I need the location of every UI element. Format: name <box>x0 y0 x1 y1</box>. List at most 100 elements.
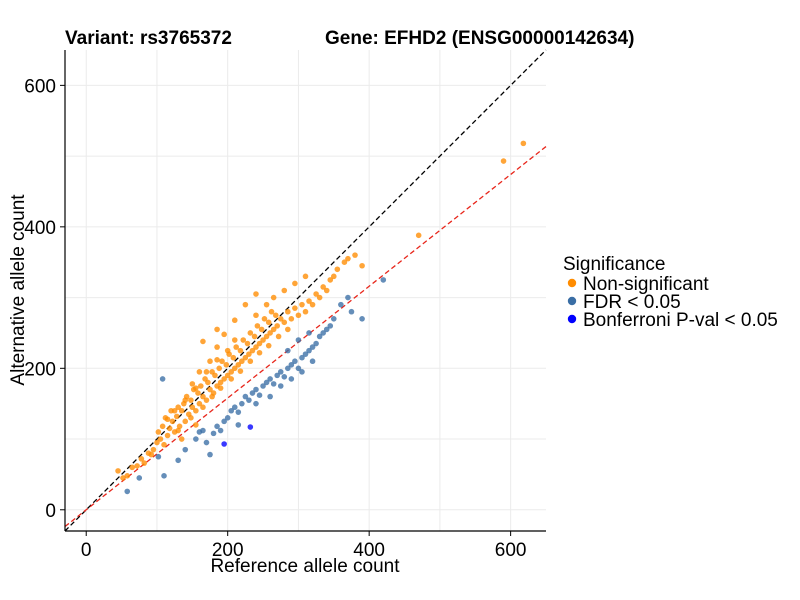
data-point-series-1 <box>182 446 189 453</box>
data-point-series-0 <box>224 372 231 379</box>
data-point-series-0 <box>254 323 261 329</box>
data-point-series-0 <box>195 390 201 396</box>
data-point-series-1 <box>277 383 284 389</box>
data-point-series-1 <box>299 354 305 361</box>
x-tick-label: 0 <box>81 540 92 561</box>
data-point-series-0 <box>253 291 259 297</box>
data-point-series-0 <box>138 456 145 462</box>
data-point-series-1 <box>221 418 227 425</box>
data-point-series-0 <box>251 333 258 340</box>
data-point-series-1 <box>267 376 273 382</box>
data-point-series-0 <box>345 255 351 262</box>
data-point-series-1 <box>253 386 259 393</box>
data-point-series-0 <box>173 413 180 420</box>
data-point-series-0 <box>203 369 210 375</box>
data-point-series-0 <box>270 294 277 301</box>
data-point-series-1 <box>159 376 166 382</box>
data-point-series-0 <box>129 464 135 471</box>
data-point-series-0 <box>205 379 211 386</box>
data-point-series-1 <box>380 277 387 283</box>
y-tick-label: 0 <box>45 501 56 522</box>
data-point-series-0 <box>155 429 162 435</box>
data-point-series-1 <box>285 347 291 354</box>
data-point-series-0 <box>154 439 160 446</box>
data-point-series-1 <box>235 422 242 428</box>
data-point-series-0 <box>182 418 189 425</box>
data-point-series-0 <box>193 407 199 414</box>
data-point-series-0 <box>188 415 194 421</box>
data-point-series-0 <box>214 344 220 350</box>
data-point-series-0 <box>270 326 277 333</box>
data-point-series-1 <box>256 392 263 398</box>
data-point-series-0 <box>207 358 213 365</box>
data-point-series-0 <box>327 277 334 283</box>
data-point-series-1 <box>295 337 302 343</box>
legend-label: Bonferroni P-val < 0.05 <box>583 310 778 331</box>
data-point-series-0 <box>237 347 244 354</box>
data-point-series-0 <box>214 357 220 363</box>
data-point-series-0 <box>520 140 527 147</box>
data-point-series-1 <box>281 373 288 380</box>
data-point-series-0 <box>299 301 305 308</box>
data-point-series-1 <box>316 333 323 340</box>
data-point-series-0 <box>239 358 245 365</box>
data-point-series-1 <box>313 340 319 347</box>
reference-lines <box>64 49 547 532</box>
data-point-series-0 <box>203 397 210 403</box>
y-tick-label: 400 <box>24 218 56 239</box>
data-point-series-0 <box>196 369 203 375</box>
data-point-series-0 <box>288 315 295 322</box>
data-point-series-0 <box>200 393 206 400</box>
legend-label: Non-significant <box>583 274 709 295</box>
data-point-series-1 <box>299 369 305 375</box>
x-tick-label: 200 <box>212 540 244 561</box>
data-point-series-1 <box>224 415 231 421</box>
data-points <box>115 140 527 495</box>
data-point-series-0 <box>171 407 178 414</box>
data-point-series-1 <box>320 330 326 336</box>
data-point-series-1 <box>242 393 249 400</box>
data-point-series-0 <box>221 331 227 338</box>
y-axis-title: Alternative allele count <box>8 194 29 386</box>
data-point-series-0 <box>237 368 244 374</box>
data-point-series-0 <box>265 319 272 326</box>
data-point-series-0 <box>189 404 196 411</box>
data-point-series-1 <box>327 323 334 329</box>
data-point-series-1 <box>210 430 217 437</box>
legend-swatch <box>567 296 577 306</box>
data-point-series-0 <box>159 423 166 430</box>
data-point-series-0 <box>164 416 171 423</box>
data-point-series-1 <box>274 372 281 379</box>
data-point-series-1 <box>207 451 213 458</box>
data-point-series-1 <box>348 308 355 315</box>
data-point-series-0 <box>221 376 227 382</box>
data-point-series-0 <box>281 319 288 326</box>
data-point-series-0 <box>124 473 131 479</box>
data-point-series-0 <box>313 291 319 297</box>
data-point-series-2 <box>221 441 227 447</box>
data-point-series-0 <box>302 308 309 315</box>
data-point-series-0 <box>219 358 225 365</box>
x-tick-label: 600 <box>495 540 527 561</box>
data-point-series-1 <box>306 347 312 354</box>
data-point-series-0 <box>323 287 330 294</box>
data-point-series-1 <box>235 409 242 415</box>
data-point-series-0 <box>231 337 238 343</box>
data-point-series-0 <box>247 330 254 336</box>
data-point-series-1 <box>288 361 295 368</box>
data-point-series-1 <box>196 429 203 435</box>
data-point-series-0 <box>231 317 238 324</box>
data-point-series-0 <box>196 400 203 407</box>
data-point-series-0 <box>292 280 298 287</box>
data-point-series-1 <box>214 423 220 430</box>
data-point-series-0 <box>189 381 196 387</box>
data-point-series-0 <box>231 365 238 372</box>
data-point-series-1 <box>263 379 270 386</box>
data-point-series-1 <box>323 326 330 333</box>
identity-line <box>64 49 547 532</box>
data-point-series-1 <box>246 397 252 403</box>
data-point-series-0 <box>228 369 235 375</box>
data-point-series-1 <box>203 439 210 446</box>
